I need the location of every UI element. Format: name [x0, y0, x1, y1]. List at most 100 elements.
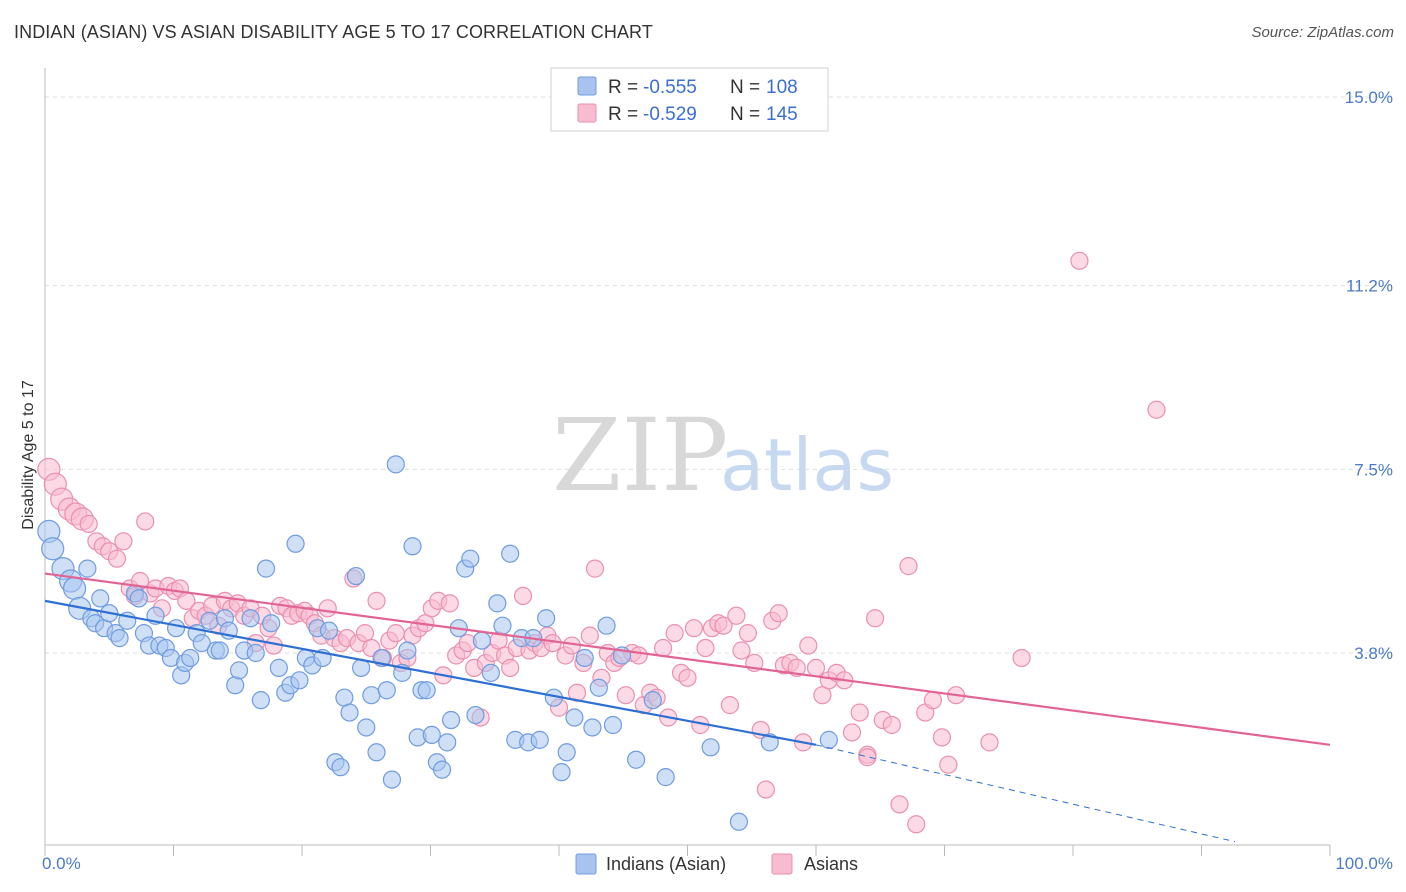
- asians-point: [318, 599, 337, 618]
- indians-asian-point: [422, 725, 441, 745]
- indians-asian-point: [346, 566, 366, 586]
- x-tick-label-1: 100.0%: [1335, 854, 1393, 873]
- indians-asian-point: [575, 648, 594, 668]
- bottom-legend-label-indians: Indians (Asian): [606, 854, 726, 874]
- indians-asian-point: [229, 661, 249, 680]
- trend-line-indians-asian: [44, 599, 817, 746]
- asians-point: [684, 619, 704, 638]
- asians-point: [1012, 648, 1031, 668]
- indians-asian-point: [246, 643, 265, 663]
- x-tick-label-0: 0.0%: [42, 854, 81, 873]
- asians-point: [1070, 251, 1089, 270]
- asians-point: [714, 616, 733, 635]
- legend-r-value-0: -0.555: [643, 77, 697, 98]
- asians-point: [858, 748, 877, 767]
- indians-asian-point: [461, 549, 480, 568]
- asians-point: [107, 549, 127, 568]
- series-asians-points: [37, 251, 1166, 834]
- indians-asian-point: [256, 559, 276, 578]
- asians-point: [367, 591, 386, 610]
- legend-n-value-0: 108: [766, 77, 798, 98]
- indians-asian-point: [565, 708, 584, 727]
- indians-asian-point: [357, 718, 376, 737]
- watermark: ZIP atlas: [552, 397, 894, 514]
- indians-asian-point: [530, 730, 549, 749]
- indians-asian-point: [251, 691, 270, 710]
- indians-asian-point: [557, 743, 576, 762]
- asians-point: [79, 514, 98, 534]
- indians-asian-point: [552, 763, 571, 782]
- bottom-legend-swatch-pink: [771, 853, 793, 875]
- asians-point: [850, 703, 869, 722]
- indians-asian-point: [331, 758, 350, 777]
- asians-point: [939, 755, 958, 774]
- indians-asian-point: [481, 663, 500, 682]
- y-axis-label: Disability Age 5 to 17: [20, 380, 37, 530]
- asians-point: [580, 626, 599, 645]
- grid: [45, 96, 1392, 654]
- indians-asian-point: [701, 738, 720, 757]
- y-tick-label-2: 11.2%: [1346, 277, 1393, 296]
- y-tick-label-3: 15.0%: [1345, 88, 1393, 107]
- indians-asian-point: [537, 609, 556, 628]
- indians-asian-point: [41, 537, 65, 561]
- indians-asian-point: [269, 658, 288, 677]
- indians-asian-point: [441, 710, 461, 730]
- asians-point: [769, 604, 788, 623]
- indians-asian-point: [226, 676, 245, 695]
- asians-point: [980, 733, 999, 752]
- indians-asian-point: [501, 544, 520, 563]
- asians-point: [501, 658, 520, 677]
- legend-frame: [550, 67, 829, 132]
- asians-point: [907, 815, 926, 834]
- indians-asian-point: [493, 616, 512, 635]
- asians-point: [665, 624, 684, 643]
- indians-asian-point: [819, 730, 838, 749]
- indians-asian-point: [340, 703, 359, 722]
- asians-point: [899, 557, 918, 576]
- y-tick-labels: 3.8% 7.5% 11.2% 15.0%: [1345, 88, 1393, 663]
- axes: [44, 68, 1331, 856]
- asians-point: [890, 795, 909, 814]
- indians-asian-point: [290, 671, 309, 690]
- indians-asian-point: [398, 641, 417, 660]
- asians-point: [1147, 400, 1166, 419]
- indians-asian-point: [382, 770, 402, 789]
- legend-r-label-1: R =: [608, 104, 638, 125]
- asians-point: [738, 624, 757, 643]
- indians-asian-point: [110, 629, 129, 648]
- asians-point: [806, 658, 826, 677]
- asians-point: [114, 532, 133, 551]
- indians-asian-point: [589, 678, 608, 697]
- legend-n-label-0: N =: [730, 77, 760, 98]
- asians-point: [440, 594, 459, 613]
- asians-point: [653, 638, 673, 658]
- asians-point: [842, 723, 862, 742]
- legend-r-label-0: R =: [608, 77, 638, 98]
- indians-asian-point: [91, 589, 110, 608]
- indians-asian-point: [181, 648, 200, 668]
- bottom-legend-swatch-blue: [575, 853, 597, 875]
- indians-asian-point: [78, 559, 97, 578]
- indians-asian-point: [262, 614, 281, 633]
- indians-asian-point: [319, 621, 339, 640]
- chart-source: Source: ZipAtlas.com: [1251, 24, 1394, 41]
- asians-point: [629, 646, 648, 665]
- indians-asian-point: [417, 681, 436, 700]
- asians-point: [386, 624, 405, 643]
- legend-swatch-pink: [577, 103, 597, 123]
- indians-asian-point: [729, 812, 749, 831]
- watermark-zip: ZIP: [552, 397, 728, 514]
- indians-asian-point: [403, 537, 422, 556]
- legend-swatch-blue: [577, 76, 597, 96]
- asians-point: [513, 586, 533, 606]
- indians-asian-point: [472, 631, 491, 650]
- indians-asian-point: [583, 718, 602, 737]
- indians-asian-point: [166, 619, 186, 638]
- asians-point: [932, 728, 952, 747]
- asians-point: [866, 609, 885, 628]
- indians-asian-point: [200, 611, 219, 630]
- asians-point: [799, 636, 818, 655]
- asians-point: [882, 715, 901, 735]
- indians-asian-point: [656, 768, 675, 787]
